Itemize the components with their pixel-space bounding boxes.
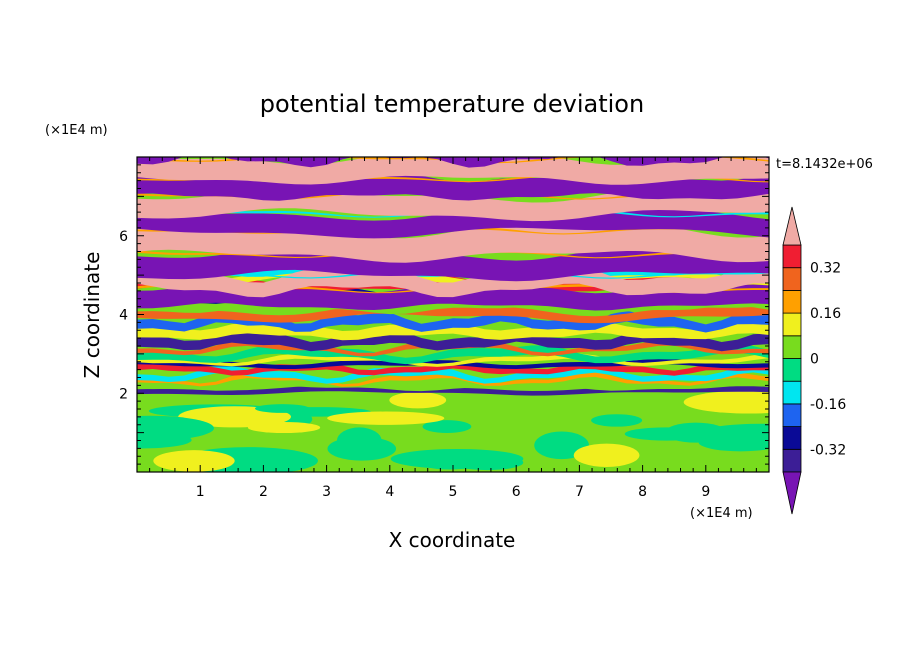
y-tick-label: 4	[119, 308, 128, 324]
mid-band	[137, 330, 769, 352]
colorbar-swatch	[782, 403, 802, 427]
x-tick-label: 6	[512, 484, 521, 500]
y-tick-labels: 2 4 6	[119, 229, 128, 403]
colorbar-swatch	[782, 244, 802, 269]
colorbar-swatch	[782, 448, 802, 473]
x-tick-label: 2	[259, 484, 268, 500]
lower-blob	[683, 390, 769, 414]
y-unit-label: (×1E4 m)	[45, 123, 108, 138]
x-tick-label: 8	[638, 484, 647, 500]
time-label: t=8.1432e+06	[776, 157, 873, 172]
contour-field	[137, 139, 769, 472]
colorbar-swatch	[782, 289, 802, 314]
colorbar-swatch	[782, 267, 802, 291]
lower-blob	[415, 451, 483, 470]
upper-band	[137, 207, 769, 239]
colorbar-swatch	[782, 380, 802, 405]
colorbar-label: -0.32	[810, 442, 846, 458]
colorbar-label: 0	[810, 352, 819, 368]
plot-area	[137, 139, 769, 472]
upper-band	[137, 157, 769, 185]
y-axis-label: Z coordinate	[80, 252, 104, 379]
x-tick-labels: 1 2 3 4 5 6 7 8 9	[196, 484, 711, 500]
lower-blob	[422, 420, 472, 434]
lower-blob	[327, 411, 445, 425]
lower-blob	[591, 414, 643, 427]
y-tick-label: 2	[119, 386, 128, 402]
colorbar-under-arrow	[782, 471, 802, 515]
lower-blob	[389, 391, 447, 409]
x-tick-label: 3	[322, 484, 331, 500]
upper-band	[137, 265, 769, 298]
lower-blob	[573, 443, 640, 467]
colorbar-swatch	[782, 426, 802, 450]
x-axis-label: X coordinate	[389, 528, 516, 552]
upper-band	[137, 246, 769, 282]
mid-band	[137, 352, 769, 367]
lower-blob	[327, 436, 397, 461]
axis-ticks	[137, 157, 770, 472]
colorbar-over-arrow	[782, 206, 802, 246]
x-tick-label: 1	[196, 484, 205, 500]
colorbar-swatch	[782, 358, 802, 382]
band-edge	[137, 190, 769, 200]
x-tick-label: 7	[575, 484, 584, 500]
y-tick-label: 6	[119, 229, 128, 245]
colorbar-swatch	[782, 335, 802, 359]
lower-blob	[137, 415, 214, 441]
lower-blob	[153, 450, 235, 472]
colorbar-labels: 0.32 0.16 0 -0.16 -0.32	[810, 261, 846, 459]
colorbar-label: -0.16	[810, 397, 846, 413]
colorbar-label: 0.16	[810, 306, 841, 322]
band-edge	[137, 139, 769, 148]
colorbar-label: 0.32	[810, 261, 841, 277]
x-tick-label: 4	[385, 484, 394, 500]
colorbar	[782, 206, 802, 515]
mid-band	[137, 304, 769, 324]
mid-band	[137, 378, 769, 392]
x-tick-label: 9	[701, 484, 710, 500]
lower-blob	[624, 427, 710, 441]
lower-blob	[697, 423, 769, 444]
colorbar-swatch	[782, 312, 802, 337]
chart-title: potential temperature deviation	[260, 90, 644, 118]
x-tick-label: 5	[449, 484, 458, 500]
x-unit-label: (×1E4 m)	[690, 506, 753, 521]
lower-blob	[254, 404, 310, 413]
band-edge	[137, 208, 769, 218]
